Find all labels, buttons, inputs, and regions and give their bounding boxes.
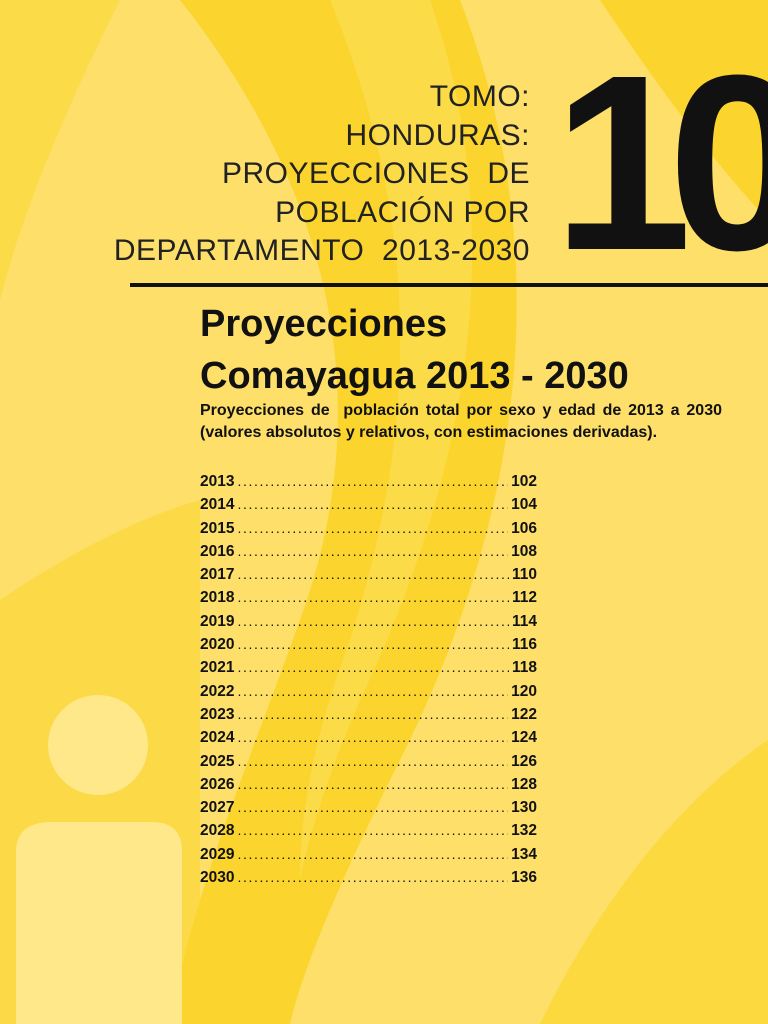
toc-entry[interactable]: 2030 136 [200, 869, 537, 892]
toc-entry[interactable]: 2015 106 [200, 520, 537, 543]
toc-entry[interactable]: 2024 124 [200, 729, 537, 752]
volume-title-line: POBLACIÓN POR [275, 195, 530, 229]
toc-entry[interactable]: 2021 118 [200, 659, 537, 682]
section-title: Proyecciones Comayagua 2013 - 2030 [200, 298, 629, 402]
toc-entry[interactable]: 2029 134 [200, 846, 537, 869]
toc-leader-dots [237, 473, 508, 489]
toc-leader-dots [237, 822, 508, 838]
toc-page-number: 132 [511, 822, 537, 840]
toc-page-number: 104 [511, 496, 537, 514]
toc-year: 2017 [200, 566, 235, 584]
toc-page-number: 128 [511, 775, 537, 793]
toc-page-number: 106 [511, 519, 537, 537]
volume-title: TOMO: HONDURAS: PROYECCIONES DE POBLACIÓ… [114, 78, 530, 271]
toc-page-number: 116 [511, 636, 537, 654]
toc-leader-dots [237, 846, 508, 862]
toc-year: 2023 [200, 705, 235, 723]
toc-page-number: 118 [511, 659, 537, 677]
table-of-contents: 2013 102 2014 104 2015 106 2016 108 2017 110 2018 1… [200, 473, 537, 892]
toc-leader-dots [237, 659, 509, 675]
toc-leader-dots [237, 613, 509, 629]
volume-title-line: DEPARTAMENTO 2013-2030 [113, 234, 530, 267]
toc-entry[interactable]: 2016 108 [200, 543, 537, 566]
toc-entry[interactable]: 2019 114 [200, 613, 537, 636]
toc-year: 2014 [200, 496, 235, 514]
toc-leader-dots [237, 566, 509, 582]
toc-entry[interactable]: 2022 120 [200, 683, 537, 706]
toc-entry[interactable]: 2026 128 [200, 776, 537, 799]
toc-page-number: 102 [511, 473, 537, 490]
toc-entry[interactable]: 2020 116 [200, 636, 537, 659]
toc-leader-dots [237, 706, 508, 722]
toc-entry[interactable]: 2017 110 [200, 566, 537, 589]
toc-year: 2013 [200, 473, 235, 490]
toc-leader-dots [237, 869, 508, 885]
toc-page-number: 120 [511, 682, 537, 700]
toc-page-number: 130 [511, 799, 537, 817]
toc-page-number: 112 [511, 589, 537, 607]
toc-year: 2026 [200, 775, 235, 793]
divider [130, 283, 768, 287]
toc-entry[interactable]: 2013 102 [200, 473, 537, 496]
toc-year: 2022 [200, 682, 235, 700]
toc-year: 2030 [200, 869, 235, 887]
toc-year: 2025 [200, 752, 235, 770]
section-title-line1: Proyecciones [200, 303, 448, 345]
volume-title-line: PROYECCIONES DE [221, 157, 530, 190]
toc-year: 2024 [200, 729, 235, 747]
toc-year: 2020 [200, 636, 235, 654]
section-subtitle: Proyecciones de población total por sexo… [200, 402, 722, 441]
toc-leader-dots [237, 729, 508, 745]
toc-entry[interactable]: 2023 122 [200, 706, 537, 729]
toc-page-number: 110 [511, 566, 537, 584]
toc-entry[interactable]: 2014 104 [200, 496, 537, 519]
toc-leader-dots [237, 520, 508, 536]
toc-leader-dots [237, 683, 508, 699]
toc-year: 2027 [200, 799, 235, 817]
toc-page-number: 122 [511, 705, 537, 723]
toc-page-number: 114 [511, 612, 537, 630]
volume-title-line: TOMO: [429, 80, 530, 113]
toc-page-number: 124 [511, 729, 537, 747]
toc-leader-dots [237, 799, 508, 815]
toc-entry[interactable]: 2027 130 [200, 799, 537, 822]
toc-entry[interactable]: 2028 132 [200, 822, 537, 845]
toc-page-number: 136 [511, 869, 537, 887]
toc-year: 2019 [200, 612, 235, 630]
toc-page-number: 134 [511, 845, 537, 863]
section-title-line2: Comayagua 2013 - 2030 [200, 355, 629, 397]
toc-year: 2015 [200, 519, 235, 537]
toc-leader-dots [237, 496, 508, 512]
toc-entry[interactable]: 2025 126 [200, 753, 537, 776]
toc-year: 2016 [200, 542, 235, 560]
toc-year: 2028 [200, 822, 235, 840]
toc-page-number: 108 [511, 542, 537, 560]
toc-year: 2018 [200, 589, 235, 607]
toc-year: 2029 [200, 845, 235, 863]
toc-leader-dots [237, 753, 508, 769]
toc-year: 2021 [200, 659, 235, 677]
toc-page-number: 126 [511, 752, 537, 770]
toc-leader-dots [237, 636, 509, 652]
toc-leader-dots [237, 543, 508, 559]
toc-entry[interactable]: 2018 112 [200, 589, 537, 612]
person-info-icon [16, 695, 182, 1024]
toc-leader-dots [237, 776, 508, 792]
volume-number: 10 [553, 23, 768, 302]
toc-leader-dots [237, 589, 509, 605]
volume-title-line: HONDURAS: [345, 118, 530, 152]
